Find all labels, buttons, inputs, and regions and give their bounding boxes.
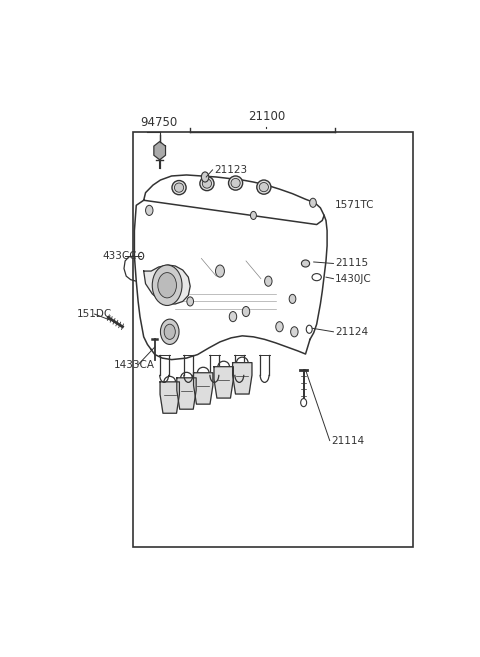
Circle shape <box>229 311 237 322</box>
Polygon shape <box>193 373 213 404</box>
Ellipse shape <box>172 181 186 194</box>
Circle shape <box>276 322 283 332</box>
Text: 21115: 21115 <box>335 258 369 269</box>
Circle shape <box>289 294 296 304</box>
Text: 21123: 21123 <box>215 165 248 175</box>
Ellipse shape <box>259 183 268 192</box>
Text: 1571TC: 1571TC <box>335 200 375 210</box>
Ellipse shape <box>203 179 212 188</box>
Circle shape <box>300 399 307 407</box>
Ellipse shape <box>301 260 310 267</box>
Circle shape <box>160 319 179 344</box>
Circle shape <box>251 212 256 219</box>
Polygon shape <box>214 367 233 398</box>
Circle shape <box>164 324 175 340</box>
Polygon shape <box>144 265 190 304</box>
Circle shape <box>242 306 250 317</box>
Text: 21100: 21100 <box>248 110 285 124</box>
Ellipse shape <box>231 179 240 188</box>
Circle shape <box>158 273 177 298</box>
Bar <box>132 132 413 547</box>
Polygon shape <box>233 363 252 394</box>
Polygon shape <box>154 141 166 160</box>
Circle shape <box>216 265 225 277</box>
Circle shape <box>202 172 209 182</box>
Ellipse shape <box>174 183 184 193</box>
Text: 1430JC: 1430JC <box>335 274 372 284</box>
Circle shape <box>290 327 298 337</box>
Text: 151DC: 151DC <box>77 309 112 319</box>
Ellipse shape <box>200 177 214 191</box>
Text: 21114: 21114 <box>332 436 365 445</box>
Circle shape <box>187 297 193 306</box>
Text: 1433CA: 1433CA <box>114 359 155 370</box>
Ellipse shape <box>257 180 271 194</box>
Text: 21124: 21124 <box>335 327 369 337</box>
Text: 94750: 94750 <box>140 116 177 129</box>
Ellipse shape <box>228 176 243 190</box>
Polygon shape <box>160 382 180 413</box>
Circle shape <box>264 276 272 286</box>
Polygon shape <box>177 378 196 409</box>
Circle shape <box>152 265 182 306</box>
Circle shape <box>145 205 153 215</box>
Circle shape <box>310 198 316 208</box>
Text: 433CC: 433CC <box>103 251 137 261</box>
